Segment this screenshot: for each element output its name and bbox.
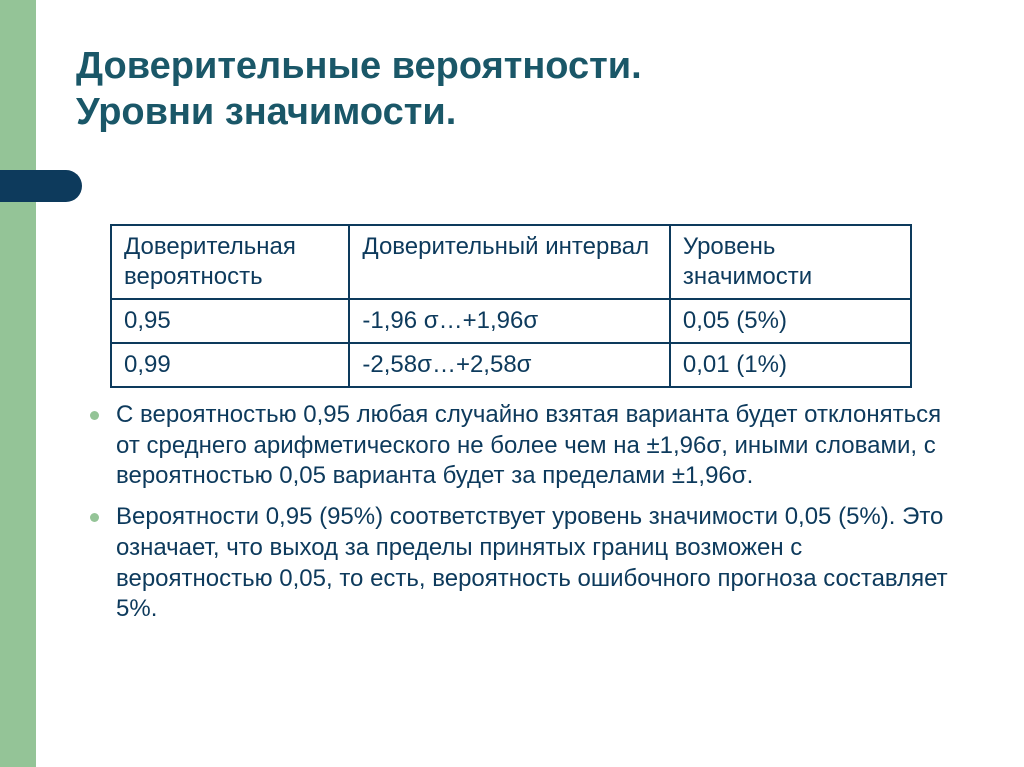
list-item: С вероятностью 0,95 любая случайно взята…	[90, 400, 960, 492]
table-cell: -1,96 σ…+1,96σ	[349, 299, 669, 343]
table-header-cell: Доверительная вероятность	[111, 225, 349, 299]
table-header-cell: Доверительный интервал	[349, 225, 669, 299]
accent-pill	[0, 170, 82, 202]
table-header-cell: Уровень значимости	[670, 225, 911, 299]
table-cell: -2,58σ…+2,58σ	[349, 343, 669, 387]
bullet-list: С вероятностью 0,95 любая случайно взята…	[60, 400, 960, 625]
table-cell: 0,05 (5%)	[670, 299, 911, 343]
title-line-2: Уровни значимости.	[76, 90, 956, 136]
table-container: Доверительная вероятность Доверительный …	[110, 224, 912, 388]
bullet-list-container: С вероятностью 0,95 любая случайно взята…	[60, 400, 960, 635]
table-cell: 0,01 (1%)	[670, 343, 911, 387]
list-item: Вероятности 0,95 (95%) соответствует уро…	[90, 502, 960, 625]
title-block: Доверительные вероятности. Уровни значим…	[76, 44, 956, 135]
slide: Доверительные вероятности. Уровни значим…	[0, 0, 1024, 767]
table-row: 0,95 -1,96 σ…+1,96σ 0,05 (5%)	[111, 299, 911, 343]
table-cell: 0,95	[111, 299, 349, 343]
table-cell: 0,99	[111, 343, 349, 387]
confidence-table: Доверительная вероятность Доверительный …	[110, 224, 912, 388]
table-row: 0,99 -2,58σ…+2,58σ 0,01 (1%)	[111, 343, 911, 387]
table-row: Доверительная вероятность Доверительный …	[111, 225, 911, 299]
title-line-1: Доверительные вероятности.	[76, 44, 956, 90]
side-accent-bar	[0, 0, 36, 767]
